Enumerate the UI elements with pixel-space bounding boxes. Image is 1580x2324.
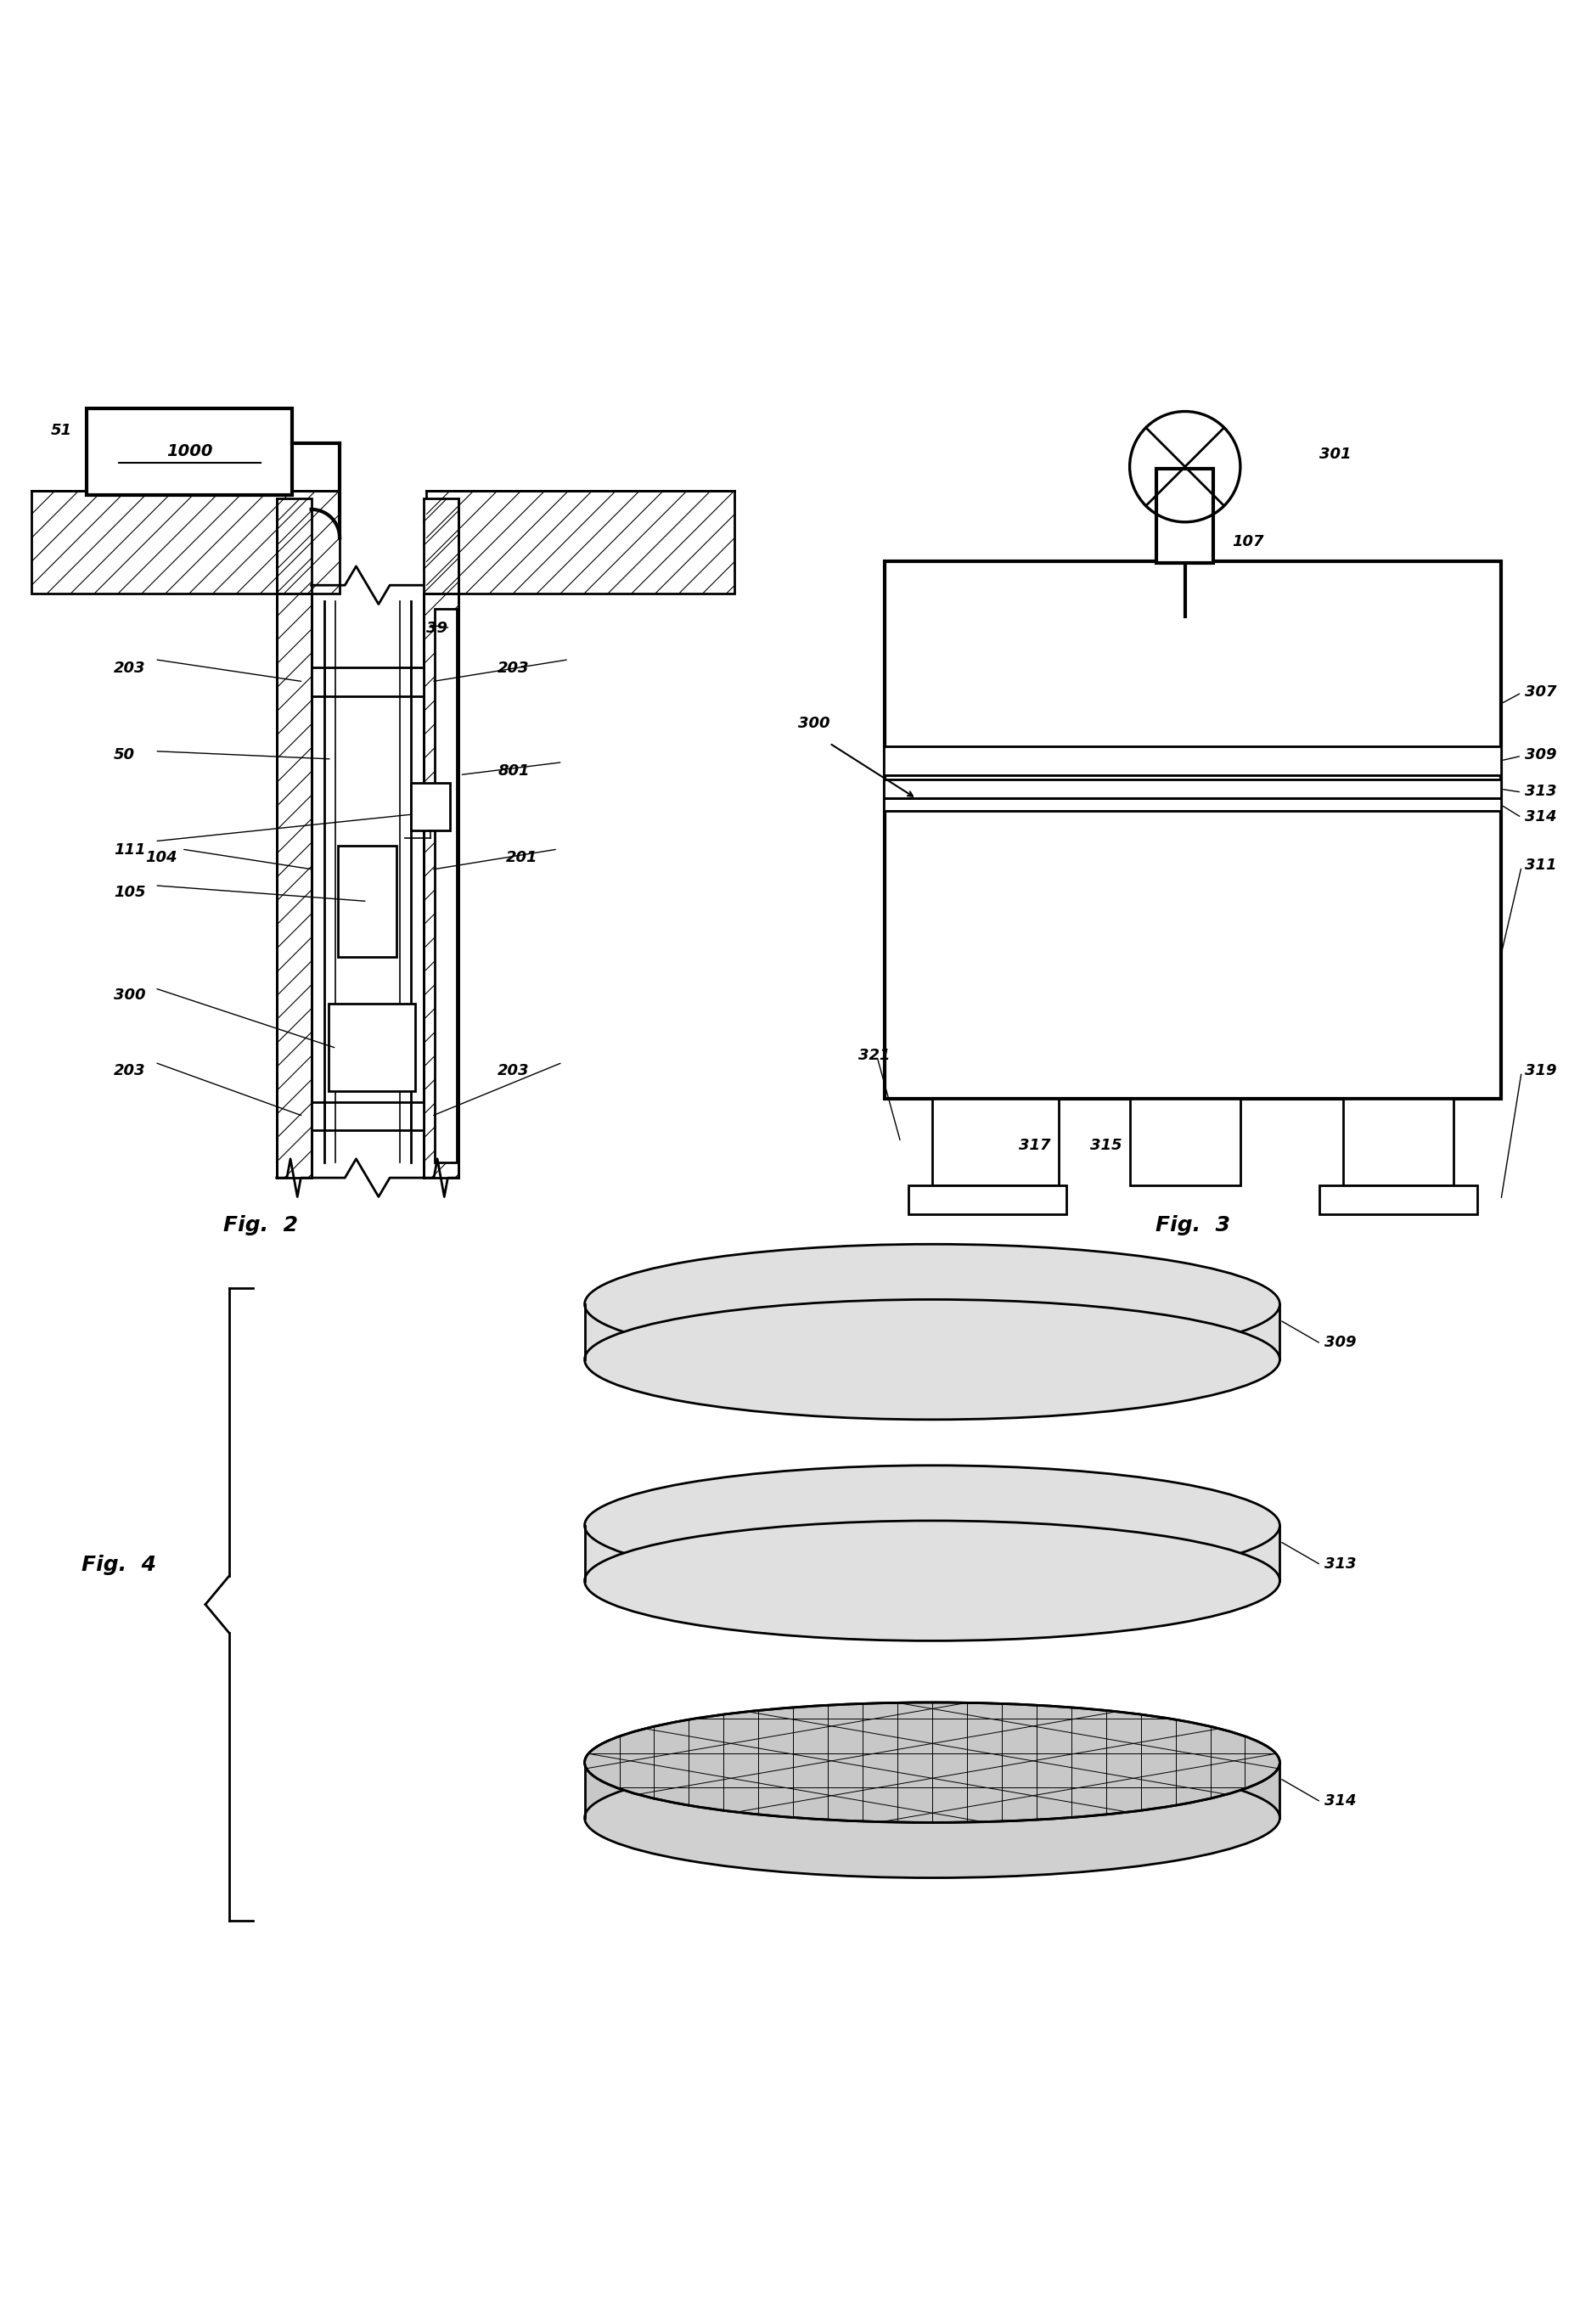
Bar bbox=[329, 1004, 416, 1090]
Text: Fig.  3: Fig. 3 bbox=[1155, 1215, 1231, 1236]
Bar bbox=[585, 1762, 1280, 1817]
Bar bbox=[908, 1185, 1066, 1213]
Bar bbox=[585, 1525, 1280, 1580]
Bar bbox=[276, 497, 311, 593]
Bar bbox=[885, 779, 1501, 799]
Text: 39: 39 bbox=[427, 621, 447, 637]
Text: 315: 315 bbox=[1090, 1136, 1122, 1153]
Ellipse shape bbox=[585, 1703, 1280, 1822]
Bar bbox=[1130, 1099, 1240, 1185]
Text: Fig.  2: Fig. 2 bbox=[223, 1215, 299, 1236]
Text: 301: 301 bbox=[1319, 446, 1351, 462]
Text: 51: 51 bbox=[51, 423, 71, 439]
Bar bbox=[423, 593, 458, 1178]
Text: 309: 309 bbox=[1525, 746, 1556, 762]
Bar bbox=[434, 609, 457, 1162]
Text: 321: 321 bbox=[858, 1048, 890, 1062]
Bar bbox=[932, 1099, 1059, 1185]
Bar bbox=[411, 1102, 423, 1129]
Bar bbox=[427, 490, 735, 593]
Bar bbox=[585, 1304, 1280, 1360]
Text: 203: 203 bbox=[114, 660, 145, 676]
Text: Fig.  4: Fig. 4 bbox=[81, 1555, 156, 1576]
Text: 50: 50 bbox=[114, 746, 134, 762]
Text: 311: 311 bbox=[1525, 858, 1556, 874]
Bar bbox=[411, 667, 423, 695]
Text: 201: 201 bbox=[506, 851, 537, 865]
Text: 309: 309 bbox=[1324, 1334, 1356, 1350]
Bar bbox=[885, 746, 1501, 774]
Text: 319: 319 bbox=[1525, 1062, 1556, 1078]
Text: 307: 307 bbox=[1525, 683, 1556, 700]
Text: 111: 111 bbox=[114, 841, 145, 858]
Bar bbox=[1157, 469, 1213, 562]
Text: 300: 300 bbox=[798, 716, 830, 730]
Bar bbox=[324, 609, 411, 1162]
Text: 104: 104 bbox=[145, 851, 177, 865]
Text: 314: 314 bbox=[1525, 809, 1556, 825]
Bar bbox=[885, 799, 1501, 811]
Ellipse shape bbox=[585, 1299, 1280, 1420]
Text: 313: 313 bbox=[1525, 783, 1556, 799]
Ellipse shape bbox=[585, 1466, 1280, 1585]
Bar bbox=[276, 593, 311, 1178]
Ellipse shape bbox=[585, 1520, 1280, 1641]
Text: 801: 801 bbox=[498, 762, 529, 779]
Ellipse shape bbox=[585, 1243, 1280, 1364]
Bar bbox=[423, 497, 458, 593]
Ellipse shape bbox=[585, 1703, 1280, 1822]
Bar bbox=[338, 846, 397, 957]
Bar bbox=[32, 490, 340, 593]
Text: 107: 107 bbox=[1232, 535, 1264, 548]
Text: 105: 105 bbox=[114, 885, 145, 899]
Bar bbox=[411, 783, 450, 830]
Bar bbox=[1343, 1099, 1454, 1185]
Text: 314: 314 bbox=[1324, 1794, 1356, 1808]
Text: 203: 203 bbox=[498, 1062, 529, 1078]
Bar bbox=[87, 409, 292, 495]
Text: 313: 313 bbox=[1324, 1557, 1356, 1571]
Text: 203: 203 bbox=[498, 660, 529, 676]
Text: 300: 300 bbox=[114, 988, 145, 1002]
Text: 1000: 1000 bbox=[166, 444, 213, 460]
Text: 203: 203 bbox=[114, 1062, 145, 1078]
Bar bbox=[311, 1102, 324, 1129]
Bar bbox=[1319, 1185, 1477, 1213]
Text: 317: 317 bbox=[1019, 1136, 1051, 1153]
Bar bbox=[311, 667, 324, 695]
Ellipse shape bbox=[585, 1757, 1280, 1878]
Bar bbox=[885, 562, 1501, 1099]
